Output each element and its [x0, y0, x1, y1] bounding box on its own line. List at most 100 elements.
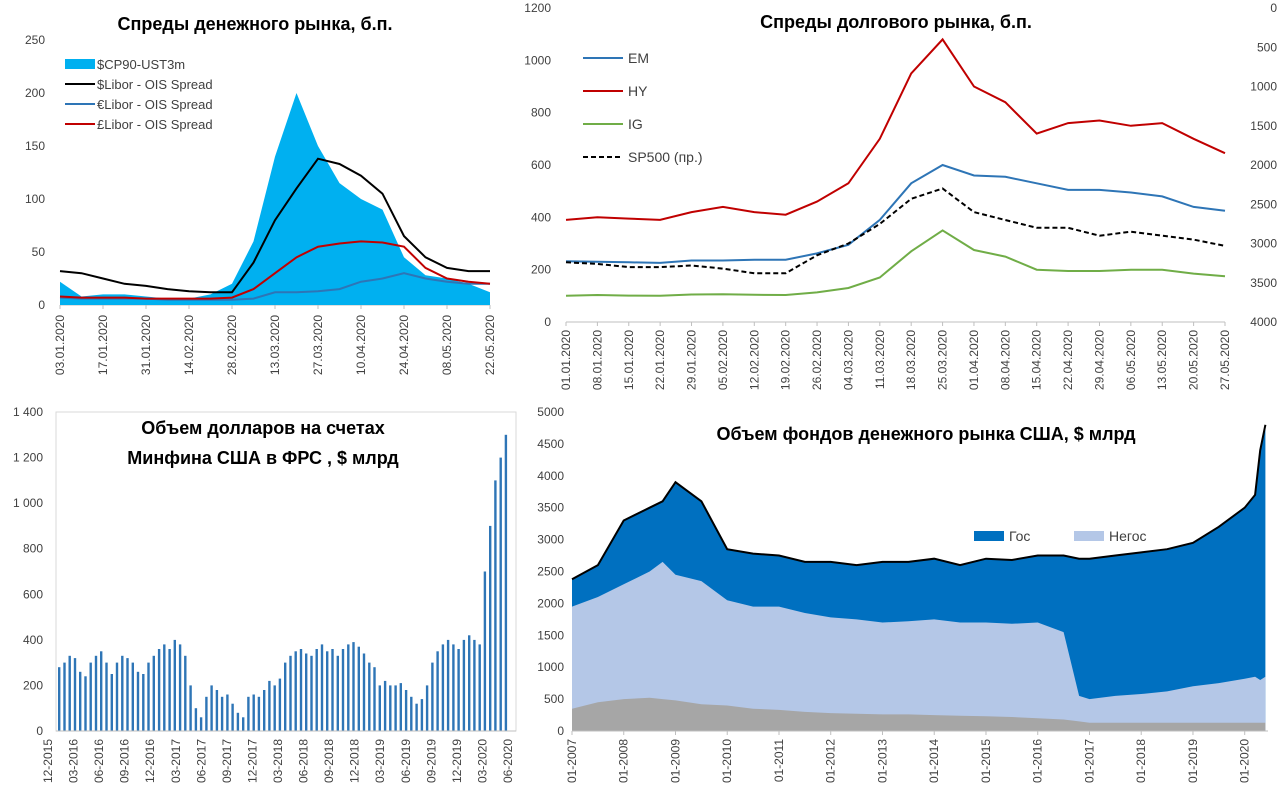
y-tick-label: 1 400	[13, 405, 43, 419]
bar	[152, 655, 155, 731]
bar	[242, 717, 245, 731]
area-non-gov	[572, 561, 1266, 731]
y-tick-label: 50	[32, 245, 46, 259]
bar	[184, 655, 187, 731]
y-tick-label: 800	[23, 542, 43, 556]
y2-tick-label: 1500	[1250, 119, 1277, 133]
bar	[410, 696, 413, 731]
legend-label: SP500 (пр.)	[628, 149, 703, 165]
x-tick-label: 01-2015	[979, 739, 993, 783]
legend-label: $CP90-UST3m	[97, 57, 185, 72]
bar	[199, 717, 203, 731]
bar	[147, 662, 150, 731]
y2-tick-label: 1000	[1250, 80, 1277, 94]
x-tick-label: 29.01.2020	[685, 330, 699, 390]
y2-tick-label: 0	[1270, 1, 1277, 15]
bar	[194, 708, 198, 731]
chart-title-line-2: Минфина США в ФРС , $ млрд	[127, 448, 399, 468]
money-market-spreads-chart: Спреды денежного рынка, б.п. 250 200 150 10…	[0, 0, 512, 395]
bar	[399, 683, 402, 731]
chart-title: Спреды денежного рынка, б.п.	[118, 14, 393, 34]
series-line-3	[59, 240, 491, 300]
bar	[473, 639, 476, 731]
bar	[478, 644, 481, 731]
bar	[89, 662, 92, 731]
x-tick-label: 31.01.2020	[139, 315, 153, 375]
x-tick-label: 15.04.2020	[1030, 330, 1044, 390]
mmf-volume-chart: Объем фондов денежного рынка США, $ млрд…	[524, 402, 1280, 795]
y-tick-label: 1200	[524, 1, 551, 15]
y-tick-label: 3500	[537, 501, 564, 515]
bar	[378, 685, 381, 731]
x-tick-label: 18.03.2020	[904, 330, 918, 390]
treasury-account-chart: Объем долларов на счетах Минфина США в Ф…	[0, 400, 520, 795]
bar	[168, 649, 171, 731]
x-tick-label: 09-2019	[424, 739, 438, 783]
x-tick-label: 22.05.2020	[483, 315, 497, 375]
x-tick-label: 06-2018	[297, 739, 311, 783]
x-tick-label: 01-2017	[1082, 739, 1096, 783]
bar	[173, 639, 176, 731]
y-tick-label: 600	[23, 587, 43, 601]
bar	[431, 662, 434, 731]
bar	[336, 655, 339, 731]
y-tick-label: 2500	[537, 565, 564, 579]
legend-label: Гос	[1009, 528, 1030, 544]
x-tick-label: 24.04.2020	[397, 315, 411, 375]
bar	[126, 658, 129, 731]
x-tick-label: 09-2018	[322, 739, 336, 783]
x-tick-label: 12.02.2020	[747, 330, 761, 390]
y-tick-label: 200	[531, 263, 551, 277]
x-tick-label: 10.04.2020	[354, 315, 368, 375]
bar	[73, 658, 77, 731]
x-tick-label: 22.01.2020	[653, 330, 667, 390]
x-tick-label: 28.02.2020	[225, 315, 239, 375]
x-tick-label: 01-2009	[668, 739, 682, 783]
x-tick-label: 06.05.2020	[1124, 330, 1138, 390]
x-tick-label: 08.01.2020	[590, 330, 604, 390]
y-tick-label: 100	[25, 192, 45, 206]
bar	[420, 699, 424, 731]
bar	[446, 639, 450, 731]
bar	[441, 644, 445, 731]
x-tick-label: 12-2016	[143, 739, 157, 783]
bar	[268, 680, 271, 731]
bar	[215, 690, 219, 731]
x-tick-label: 01-2008	[617, 739, 631, 783]
bar	[284, 662, 287, 731]
x-tick-label: 27.05.2020	[1218, 330, 1232, 390]
bar	[305, 653, 308, 731]
money-market-spreads-svg: Спреды денежного рынка, б.п. 250 200 150 10…	[25, 14, 497, 375]
bar	[489, 525, 492, 731]
bar	[100, 651, 103, 732]
bar	[247, 696, 250, 731]
x-tick-label: 03-2017	[169, 739, 183, 783]
bar	[84, 676, 87, 731]
legend-label: $Libor - OIS Spread	[97, 77, 213, 92]
x-tick-label: 04.03.2020	[841, 330, 855, 390]
bar	[368, 662, 371, 731]
bar	[315, 649, 318, 731]
x-tick-label: 20.05.2020	[1187, 330, 1201, 390]
bar	[210, 685, 213, 731]
x-tick-label: 19.02.2020	[779, 330, 793, 390]
bar	[58, 667, 61, 731]
x-tick-label: 01-2007	[565, 739, 579, 783]
x-tick-label: 01-2013	[875, 739, 889, 783]
y-tick-label: 1 200	[13, 451, 43, 465]
bar	[178, 644, 182, 731]
bar	[205, 696, 208, 731]
x-tick-label: 06-2020	[501, 739, 515, 783]
chart-title-line-1: Объем долларов на счетах	[141, 418, 385, 438]
bar	[504, 434, 508, 731]
bar	[483, 571, 487, 731]
bar	[278, 678, 282, 731]
x-tick-label: 01-2019	[1186, 739, 1200, 783]
legend-label: €Libor - OIS Spread	[97, 97, 213, 112]
x-tick-label: 01-2020	[1238, 739, 1252, 783]
bar	[131, 662, 134, 731]
x-tick-label: 08.04.2020	[998, 330, 1012, 390]
y-tick-label: 600	[531, 158, 551, 172]
bar	[68, 655, 71, 731]
x-tick-label: 03-2019	[373, 739, 387, 783]
